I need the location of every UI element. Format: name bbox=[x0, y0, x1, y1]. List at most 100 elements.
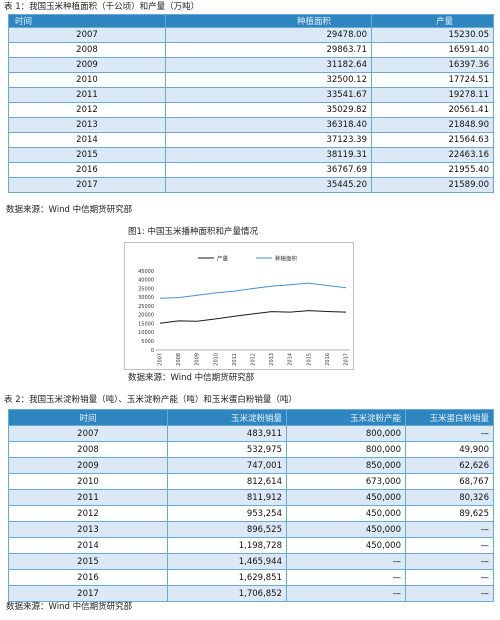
table-cell: 2014 bbox=[8, 132, 166, 148]
y-tick-label: 5000 bbox=[141, 339, 154, 345]
table-row: 2007 483,911 800,000— bbox=[8, 425, 494, 442]
table-cell: 2016 bbox=[8, 162, 166, 178]
table-cell: 20561.41 bbox=[371, 102, 494, 118]
table-cell: — bbox=[286, 569, 406, 586]
chart-source: 数据来源：Wind 中信期货研究部 bbox=[128, 373, 255, 383]
table-row: 2009 747,001 850,000 62,626 bbox=[8, 457, 494, 474]
table-cell: 1,706,852 bbox=[167, 585, 287, 602]
table2-source: 数据来源：Wind 中信期货研究部 bbox=[6, 602, 133, 612]
table-cell: — bbox=[405, 553, 494, 570]
table-row: 2011 33541.67 19278.11 bbox=[8, 87, 494, 103]
table-cell: 1,198,728 bbox=[167, 537, 287, 554]
table-row: 2009 31182.64 16397.36 bbox=[8, 57, 494, 73]
table-cell: 953,254 bbox=[167, 505, 287, 522]
table-row: 2013 36318.40 21848.90 bbox=[8, 117, 494, 133]
header-protein-sales: 玉米蛋白粉销量 bbox=[405, 409, 494, 426]
legend-label: 种植面积 bbox=[275, 255, 298, 263]
x-tick-label: 2017 bbox=[344, 353, 350, 366]
table-row: 2015 1,465,944— — bbox=[8, 553, 494, 570]
table-cell: 800,000 bbox=[286, 425, 406, 442]
table-cell: 2013 bbox=[8, 521, 168, 538]
table-cell: 1,465,944 bbox=[167, 553, 287, 570]
table-cell: 2012 bbox=[8, 102, 166, 118]
table-cell: — bbox=[405, 585, 494, 602]
table-cell: 2008 bbox=[8, 441, 168, 458]
table-row: 2010 32500.12 17724.51 bbox=[8, 72, 494, 88]
y-tick-label: 10000 bbox=[138, 330, 154, 336]
y-tick-label: 25000 bbox=[138, 304, 154, 310]
table-cell: 812,614 bbox=[167, 473, 287, 490]
table-row: 2016 1,629,851— — bbox=[8, 569, 494, 586]
table-row: 2013 896,525 450,000— bbox=[8, 521, 494, 538]
table-cell: 450,000 bbox=[286, 537, 406, 554]
y-tick-label: 45000 bbox=[138, 269, 154, 275]
table-cell: 19278.11 bbox=[371, 87, 494, 103]
legend-label: 产量 bbox=[217, 255, 229, 263]
table-cell: 673,000 bbox=[286, 473, 406, 490]
table-cell: 38119.31 bbox=[165, 147, 372, 163]
table-cell: 2012 bbox=[8, 505, 168, 522]
table-cell: 2013 bbox=[8, 117, 166, 133]
header-starch-capacity: 玉米淀粉产能 bbox=[286, 409, 406, 426]
table-header-row: 时间 玉米淀粉销量 玉米淀粉产能 玉米蛋白粉销量 bbox=[8, 409, 494, 426]
table-cell: 21848.90 bbox=[371, 117, 494, 133]
table1-caption: 表 1：我国玉米种植面积（千公顷）和产量（万吨） bbox=[4, 2, 200, 12]
table-cell: 2009 bbox=[8, 457, 168, 474]
table-cell: 21955.40 bbox=[371, 162, 494, 178]
table-cell: 2007 bbox=[8, 425, 168, 442]
table-cell: 22463.16 bbox=[371, 147, 494, 163]
table-cell: — bbox=[286, 553, 406, 570]
x-tick-label: 2007 bbox=[158, 353, 164, 366]
table-cell: 2010 bbox=[8, 473, 168, 490]
table-row: 2014 37123.39 21564.63 bbox=[8, 132, 494, 148]
header-output: 产量 bbox=[371, 14, 494, 28]
table-cell: 32500.12 bbox=[165, 72, 372, 88]
table-cell: — bbox=[405, 569, 494, 586]
table-cell: 21589.00 bbox=[371, 177, 494, 193]
chart-caption: 图1: 中国玉米播种面积和产量情况 bbox=[128, 227, 258, 237]
header-time: 时间 bbox=[8, 14, 166, 28]
table-cell: 16591.40 bbox=[371, 42, 494, 58]
x-tick-label: 2011 bbox=[232, 353, 238, 366]
chart-frame bbox=[124, 242, 354, 370]
table-cell: 483,911 bbox=[167, 425, 287, 442]
table-cell: 811,912 bbox=[167, 489, 287, 506]
x-tick-label: 2010 bbox=[213, 353, 219, 366]
header-starch-sales: 玉米淀粉销量 bbox=[167, 409, 287, 426]
table-cell: 36318.40 bbox=[165, 117, 372, 133]
table-cell: 2007 bbox=[8, 27, 166, 43]
table-row: 2015 38119.31 22463.16 bbox=[8, 147, 494, 163]
table-cell: 37123.39 bbox=[165, 132, 372, 148]
table-cell: 31182.64 bbox=[165, 57, 372, 73]
table-cell: — bbox=[405, 425, 494, 442]
table-row: 2014 1,198,728 450,000— bbox=[8, 537, 494, 554]
table-cell: 747,001 bbox=[167, 457, 287, 474]
corn-area-output-chart: 产量 种植面积 0 5000 10000 15000 20000 25000 30000 3500… bbox=[124, 242, 354, 370]
table-cell: — bbox=[405, 537, 494, 554]
y-tick-label: 40000 bbox=[138, 278, 154, 284]
table-row: 2010 812,614 673,000 68,767 bbox=[8, 473, 494, 490]
table-cell: 2011 bbox=[8, 489, 168, 506]
table-cell: 62,626 bbox=[405, 457, 494, 474]
table-cell: 2015 bbox=[8, 553, 168, 570]
table2-body: 2007 483,911 800,000—2008 532,975 800,000 49,… bbox=[8, 425, 494, 602]
table-cell: 35445.20 bbox=[165, 177, 372, 193]
x-tick-label: 2015 bbox=[306, 353, 312, 366]
table1-source: 数据来源：Wind 中信期货研究部 bbox=[6, 205, 133, 215]
table-cell: 2008 bbox=[8, 42, 166, 58]
table-cell: 2010 bbox=[8, 72, 166, 88]
table-row: 2011 811,912 450,000 80,326 bbox=[8, 489, 494, 506]
x-tick-label: 2014 bbox=[288, 353, 294, 366]
table-row: 2016 36767.69 21955.40 bbox=[8, 162, 494, 178]
table-cell: 850,000 bbox=[286, 457, 406, 474]
table-cell: 15230.05 bbox=[371, 27, 494, 43]
y-tick-label: 30000 bbox=[138, 295, 154, 301]
table-cell: 800,000 bbox=[286, 441, 406, 458]
table-cell: 29863.71 bbox=[165, 42, 372, 58]
x-tick-label: 2012 bbox=[251, 353, 257, 366]
table-cell: 2011 bbox=[8, 87, 166, 103]
table-cell: 2017 bbox=[8, 177, 166, 193]
table-cell: 1,629,851 bbox=[167, 569, 287, 586]
y-tick-label: 20000 bbox=[138, 313, 154, 319]
table-cell: 16397.36 bbox=[371, 57, 494, 73]
